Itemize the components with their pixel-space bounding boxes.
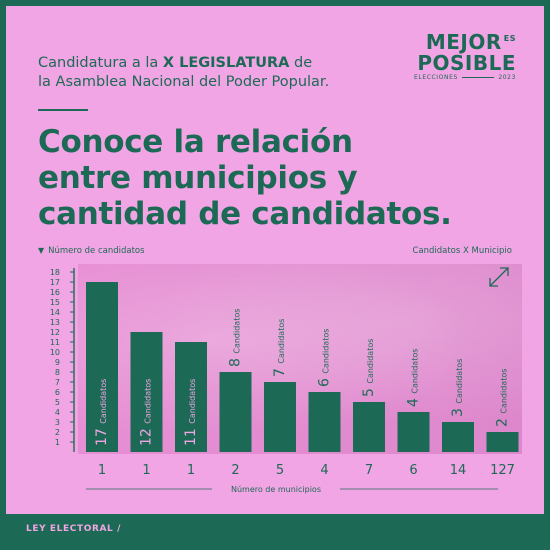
- triangle-down-icon: ▼: [38, 246, 45, 255]
- intro-line1-prefix: Candidatura a la: [38, 55, 163, 71]
- headline-line-2: entre municipios y: [38, 160, 358, 196]
- y-tick-label: 3: [55, 418, 60, 427]
- y-tick-label: 10: [50, 348, 60, 357]
- y-tick-label: 5: [55, 398, 60, 407]
- bar-label: 17 Candidatos: [94, 379, 110, 446]
- bar-label: 3 Candidatos: [450, 359, 466, 417]
- diagonal-arrows-icon: [489, 267, 509, 287]
- x-category-label: 1: [142, 463, 150, 478]
- logo-word-es: ES: [503, 34, 516, 43]
- x-category-label: 1: [187, 463, 195, 478]
- y-tick-label: 16: [50, 288, 60, 297]
- intro-text: Candidatura a la X LEGISLATURA de la Asa…: [38, 54, 329, 92]
- headline: Conoce la relación entre municipios y ca…: [38, 124, 538, 232]
- bar: [486, 432, 519, 452]
- x-axis-label: Número de municipios: [231, 485, 321, 494]
- x-category-label: 127: [490, 463, 515, 478]
- x-category-label: 6: [409, 463, 417, 478]
- bar: [442, 422, 474, 452]
- logo-rule: [461, 77, 495, 78]
- y-tick-label: 18: [50, 268, 60, 277]
- y-tick-label: 1: [55, 438, 60, 447]
- x-category-label: 2: [231, 463, 239, 478]
- bar: [219, 372, 252, 452]
- bar-label: 4 Candidatos: [406, 349, 422, 407]
- y-tick-label: 9: [55, 358, 60, 367]
- bar-label: 12 Candidatos: [139, 379, 155, 446]
- bar-label: 2 Candidatos: [495, 369, 511, 427]
- bar-label: 8 Candidatos: [228, 309, 244, 367]
- bar: [397, 412, 430, 452]
- logo-word-posible: POSIBLE: [417, 51, 516, 75]
- x-category-label: 5: [276, 463, 284, 478]
- y-axis-label: ▼ Número de candidatos: [38, 246, 145, 256]
- bar: [264, 382, 296, 452]
- y-tick-label: 15: [50, 298, 60, 307]
- bar: [353, 402, 385, 452]
- y-tick-label: 2: [55, 428, 60, 437]
- title-divider: [38, 109, 88, 111]
- bar: [175, 342, 207, 452]
- logo-elections: ELECCIONES: [414, 74, 458, 81]
- logo-year: 2023: [498, 74, 516, 81]
- y-tick-label: 6: [55, 388, 60, 397]
- logo-word-mejor: MEJOR: [425, 30, 502, 54]
- headline-line-3: cantidad de candidatos.: [38, 196, 452, 232]
- y-tick-label: 14: [50, 308, 60, 317]
- x-category-label: 1: [98, 463, 106, 478]
- headline-line-1: Conoce la relación: [38, 124, 353, 160]
- bar-label: 7 Candidatos: [272, 319, 288, 377]
- x-category-label: 4: [320, 463, 328, 478]
- y-tick-label: 13: [50, 318, 60, 327]
- x-category-label: 7: [365, 463, 373, 478]
- bar-label: 5 Candidatos: [361, 339, 377, 397]
- x-category-label: 14: [450, 463, 467, 478]
- bar-label: 6 Candidatos: [317, 329, 333, 387]
- intro-line2: la Asamblea Nacional del Poder Popular.: [38, 74, 330, 90]
- y-tick-label: 4: [55, 408, 60, 417]
- y-tick-label: 7: [55, 378, 60, 387]
- footer-bar: LEY ELECTORAL /: [6, 514, 544, 544]
- series-label: Candidatos X Municipio: [412, 246, 512, 256]
- bar: [308, 392, 341, 452]
- y-tick-label: 12: [50, 328, 60, 337]
- intro-line1-bold: X LEGISLATURA: [162, 55, 290, 71]
- bar: [130, 332, 163, 452]
- campaign-logo: MEJOR ES POSIBLE ELECCIONES 2023: [414, 32, 516, 81]
- intro-line1-suffix: de: [289, 55, 313, 71]
- y-tick-label: 17: [50, 278, 60, 287]
- y-tick-label: 8: [55, 368, 60, 377]
- footer-text: LEY ELECTORAL /: [26, 524, 122, 534]
- y-axis-label-text: Número de candidatos: [48, 246, 145, 256]
- bar: [86, 282, 118, 452]
- y-tick-label: 11: [50, 338, 60, 347]
- bar-label: 11 Candidatos: [183, 379, 199, 446]
